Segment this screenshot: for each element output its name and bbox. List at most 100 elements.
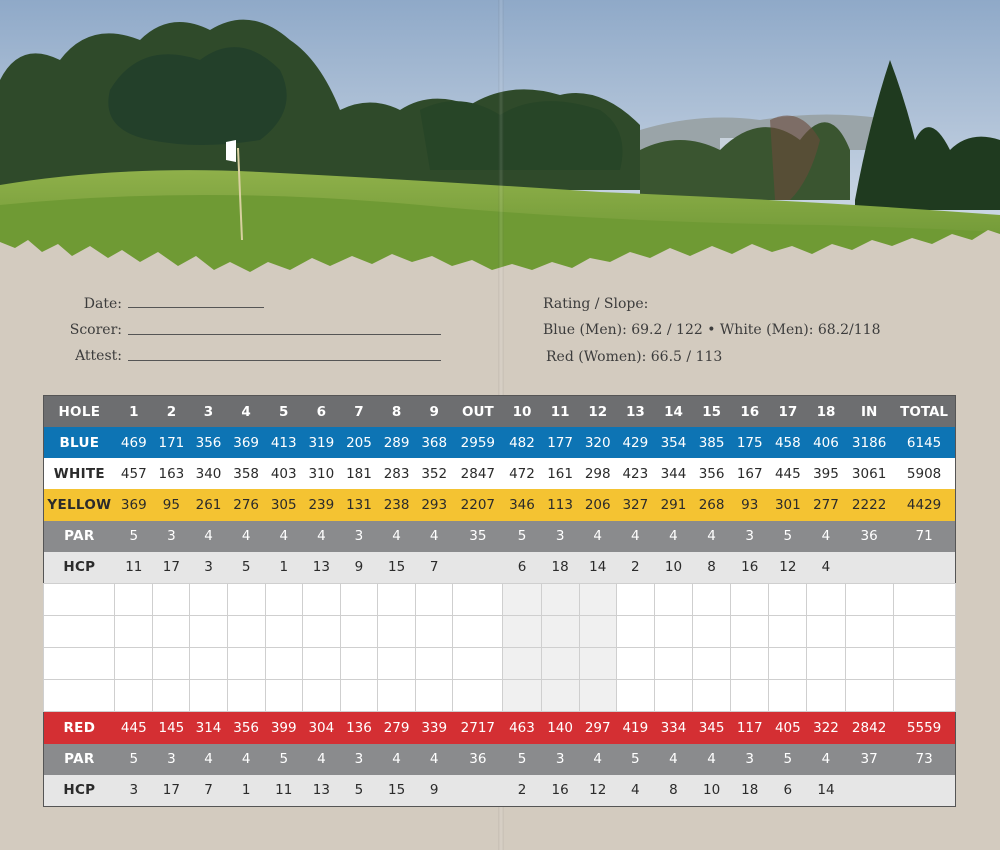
score-entry-row[interactable] <box>42 679 957 713</box>
score-entry-cell[interactable] <box>415 614 454 649</box>
score-entry-cell[interactable] <box>806 647 846 681</box>
score-entry-cell[interactable] <box>189 679 228 713</box>
score-entry-cell[interactable] <box>114 679 154 713</box>
score-entry-cell[interactable] <box>653 582 694 617</box>
score-entry-row[interactable] <box>42 647 957 681</box>
score-entry-cell[interactable] <box>226 647 266 681</box>
score-entry-cell[interactable] <box>226 614 266 649</box>
score-entry-cell[interactable] <box>415 679 454 713</box>
score-entry-cell[interactable] <box>692 679 732 713</box>
score-entry-cell[interactable] <box>301 582 341 617</box>
score-entry-cell[interactable] <box>42 614 116 649</box>
score-entry-cell[interactable] <box>692 582 732 617</box>
date-line[interactable] <box>128 307 264 308</box>
score-entry-cell[interactable] <box>768 679 808 713</box>
score-entry-cell[interactable] <box>540 679 580 713</box>
table-cell: 16 <box>541 774 580 807</box>
score-entry-cell[interactable] <box>377 647 417 681</box>
score-entry-cell[interactable] <box>42 647 116 681</box>
score-entry-cell[interactable] <box>578 679 617 713</box>
score-entry-cell[interactable] <box>339 679 379 713</box>
score-entry-cell[interactable] <box>415 582 454 617</box>
score-entry-cell[interactable] <box>42 582 116 617</box>
score-entry-cell[interactable] <box>844 647 894 681</box>
score-entry-cell[interactable] <box>892 679 957 713</box>
score-entry-cell[interactable] <box>615 582 655 617</box>
score-entry-cell[interactable] <box>264 679 303 713</box>
score-entry-cell[interactable] <box>264 582 303 617</box>
score-entry-cell[interactable] <box>768 647 808 681</box>
score-entry-cell[interactable] <box>415 647 454 681</box>
score-entry-cell[interactable] <box>301 614 341 649</box>
score-entry-cell[interactable] <box>502 679 542 713</box>
score-entry-cell[interactable] <box>844 582 894 617</box>
attest-line[interactable] <box>128 360 441 361</box>
score-entry-cell[interactable] <box>768 614 808 649</box>
score-entry-cell[interactable] <box>653 614 694 649</box>
score-entry-cell[interactable] <box>377 582 417 617</box>
score-entry-cell[interactable] <box>540 614 580 649</box>
score-entry-cell[interactable] <box>540 582 580 617</box>
score-entry-cell[interactable] <box>730 679 770 713</box>
score-entry-cell[interactable] <box>692 614 732 649</box>
score-entry-cell[interactable] <box>452 582 504 617</box>
score-entry-cell[interactable] <box>452 647 504 681</box>
score-entry-cell[interactable] <box>226 679 266 713</box>
score-entry-cell[interactable] <box>377 679 417 713</box>
scorer-line[interactable] <box>128 334 441 335</box>
score-entry-cell[interactable] <box>301 679 341 713</box>
score-entry-cell[interactable] <box>339 582 379 617</box>
score-entry-cell[interactable] <box>578 582 617 617</box>
score-entry-cell[interactable] <box>892 582 957 617</box>
score-entry-cell[interactable] <box>339 614 379 649</box>
table-cell: 13 <box>302 774 341 807</box>
score-entry-cell[interactable] <box>189 582 228 617</box>
score-entry-cell[interactable] <box>264 614 303 649</box>
score-entry-cell[interactable] <box>152 614 191 649</box>
score-entry-cell[interactable] <box>578 614 617 649</box>
score-entry-cell[interactable] <box>226 582 266 617</box>
score-entry-cell[interactable] <box>152 679 191 713</box>
score-entry-cell[interactable] <box>264 647 303 681</box>
score-entry-cell[interactable] <box>692 647 732 681</box>
score-entry-cell[interactable] <box>540 647 580 681</box>
score-entry-cell[interactable] <box>806 679 846 713</box>
par-men-row: PAR 5 3 4 4 4 4 3 4 4 35 5 3 4 4 4 4 3 5 4 36 71 <box>43 520 956 552</box>
score-entry-cell[interactable] <box>578 647 617 681</box>
table-cell: 205 <box>340 427 378 459</box>
score-entry-cell[interactable] <box>844 614 894 649</box>
score-entry-row[interactable] <box>42 614 957 649</box>
score-entry-cell[interactable] <box>502 647 542 681</box>
score-entry-cell[interactable] <box>615 647 655 681</box>
score-entry-cell[interactable] <box>339 647 379 681</box>
table-cell: 314 <box>189 711 228 744</box>
score-entry-cell[interactable] <box>189 614 228 649</box>
score-entry-cell[interactable] <box>301 647 341 681</box>
score-entry-cell[interactable] <box>502 614 542 649</box>
score-entry-cell[interactable] <box>806 582 846 617</box>
score-entry-cell[interactable] <box>768 582 808 617</box>
score-entry-row[interactable] <box>42 582 957 617</box>
score-entry-cell[interactable] <box>114 582 154 617</box>
score-entry-cell[interactable] <box>152 647 191 681</box>
score-entry-cell[interactable] <box>892 647 957 681</box>
score-entry-cell[interactable] <box>502 582 542 617</box>
score-entry-cell[interactable] <box>114 614 154 649</box>
score-entry-cell[interactable] <box>189 647 228 681</box>
score-entry-cell[interactable] <box>615 614 655 649</box>
score-entry-cell[interactable] <box>844 679 894 713</box>
score-entry-cell[interactable] <box>806 614 846 649</box>
score-entry-cell[interactable] <box>730 614 770 649</box>
score-entry-cell[interactable] <box>377 614 417 649</box>
score-entry-cell[interactable] <box>730 582 770 617</box>
score-entry-cell[interactable] <box>653 679 694 713</box>
score-entry-cell[interactable] <box>42 679 116 713</box>
score-entry-cell[interactable] <box>653 647 694 681</box>
score-entry-cell[interactable] <box>452 614 504 649</box>
score-entry-cell[interactable] <box>615 679 655 713</box>
score-entry-cell[interactable] <box>892 614 957 649</box>
score-entry-cell[interactable] <box>152 582 191 617</box>
score-entry-cell[interactable] <box>114 647 154 681</box>
score-entry-cell[interactable] <box>452 679 504 713</box>
score-entry-cell[interactable] <box>730 647 770 681</box>
